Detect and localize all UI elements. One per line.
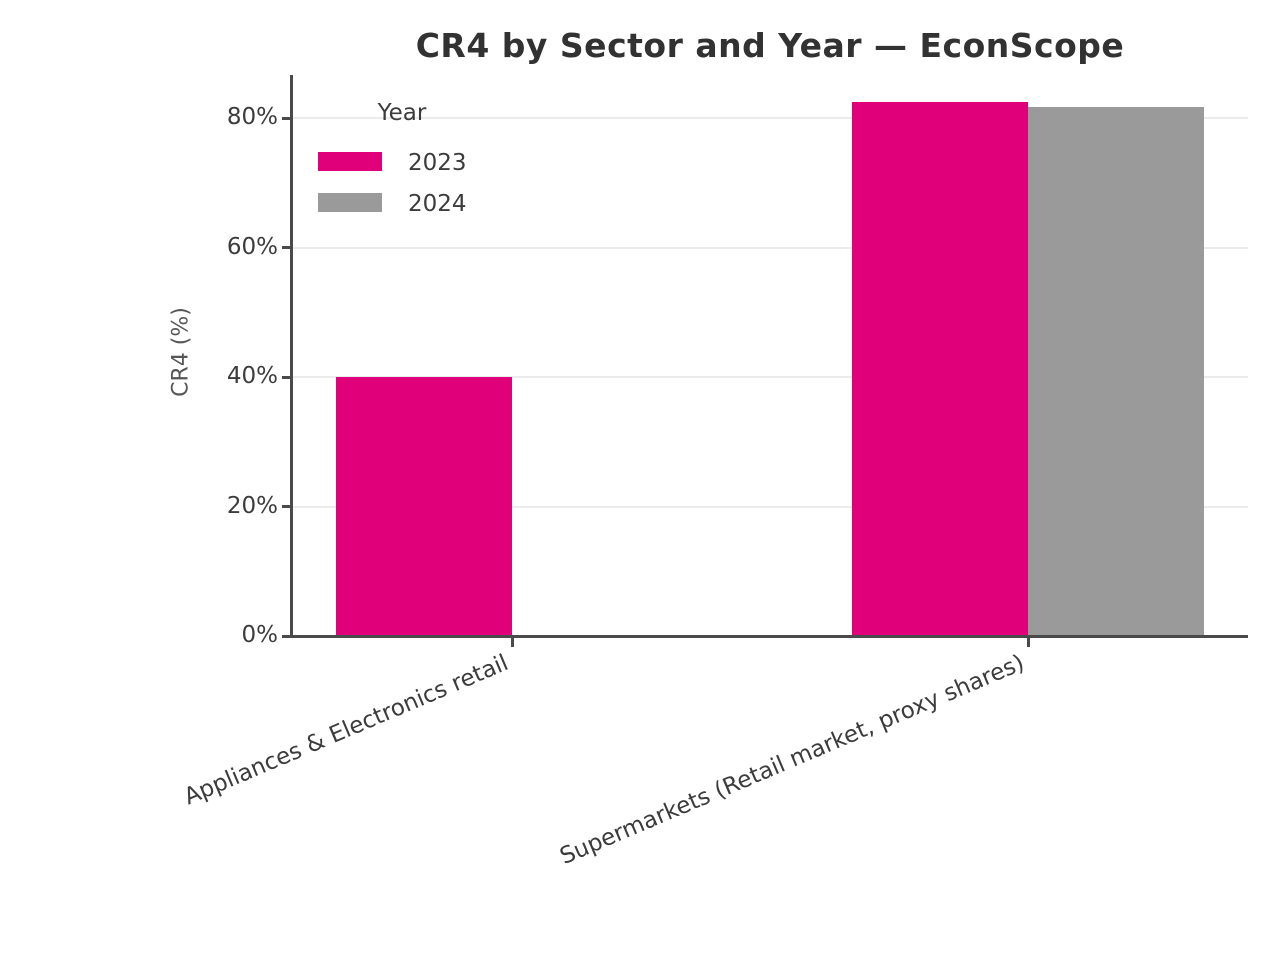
gridline-20 [292, 505, 1248, 508]
x-tick-label-1: Supermarkets (Retail market, proxy share… [556, 650, 1029, 870]
y-tick-mark-60 [282, 246, 291, 250]
y-tick-label-60: 60% [226, 233, 278, 260]
legend-title: Year [377, 100, 427, 126]
bar-2023-category-1 [852, 102, 1028, 636]
y-tick-label-40: 40% [226, 363, 278, 390]
y-tick-label-0: 0% [241, 622, 279, 648]
gridline-40 [292, 376, 1248, 379]
legend-label-2023: 2023 [408, 150, 467, 176]
legend-label-2024: 2024 [408, 191, 467, 217]
y-tick-mark-40 [282, 375, 291, 379]
gridline-60 [292, 246, 1248, 249]
y-tick-mark-0 [282, 634, 291, 638]
plot-area [292, 77, 1248, 636]
x-tick-mark-0 [510, 638, 514, 647]
chart-title: CR4 by Sector and Year — EconScope [415, 26, 1125, 65]
y-tick-label-80: 80% [226, 104, 278, 131]
bar-2023-category-0 [336, 377, 512, 636]
legend-swatch-2024 [318, 193, 382, 212]
y-tick-mark-20 [282, 505, 291, 509]
y-tick-mark-80 [282, 116, 291, 120]
x-axis-spine [290, 635, 1248, 638]
x-tick-mark-1 [1026, 638, 1030, 647]
bar-2024-category-1 [1028, 107, 1204, 636]
y-axis-spine [290, 75, 293, 638]
legend-swatch-2023 [318, 152, 382, 171]
y-tick-label-20: 20% [226, 492, 278, 519]
gridline-80 [292, 117, 1248, 120]
